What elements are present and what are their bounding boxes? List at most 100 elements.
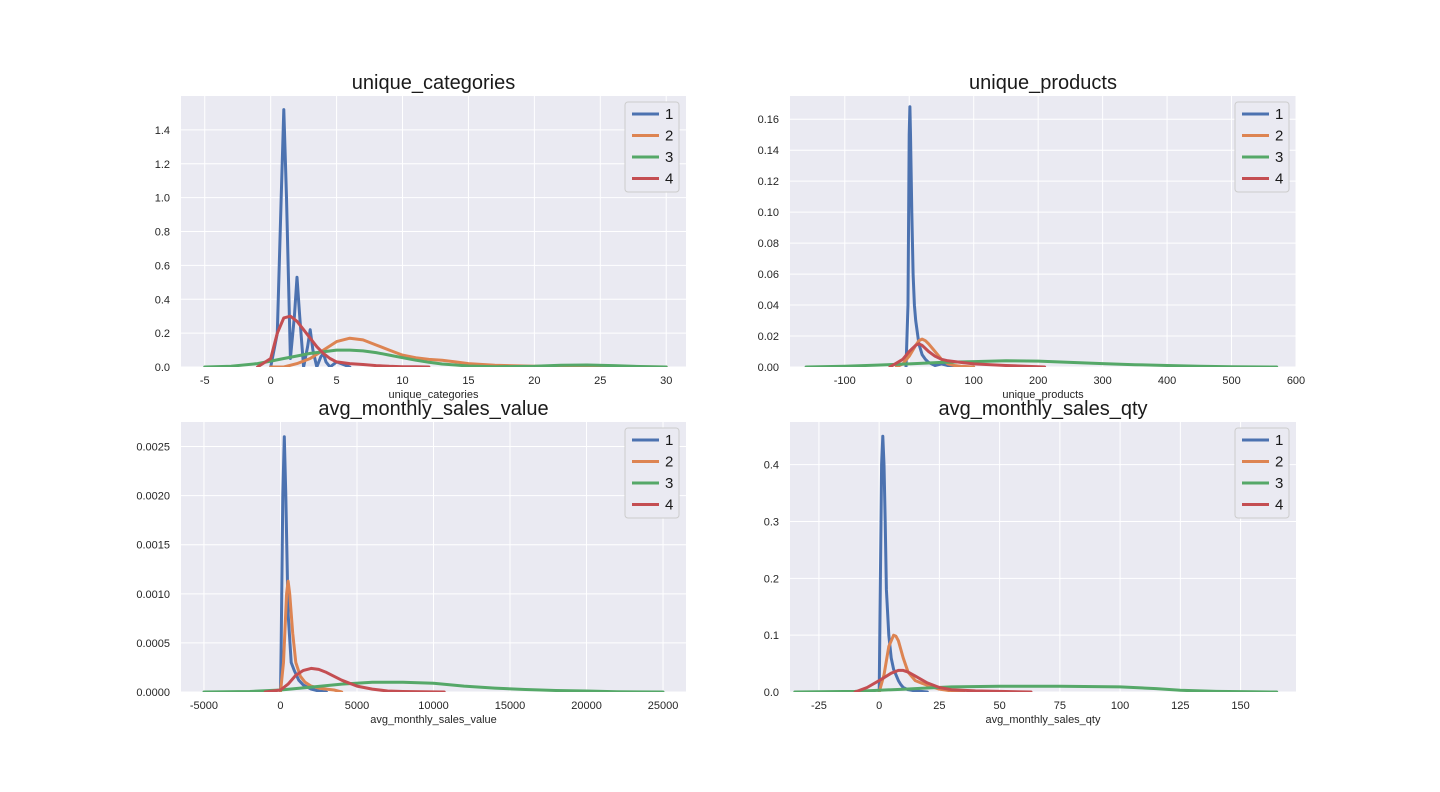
y-tick-label: 0.0020	[136, 491, 170, 503]
legend-label-4: 4	[665, 171, 673, 188]
x-tick-label: 150	[1231, 700, 1249, 712]
x-tick-label: 20	[528, 375, 540, 387]
subplot-unique-products: -100 0 100 200 300 400 500 600 0.00 0.02 0.04 0.06 0…	[758, 72, 1306, 401]
x-tick-label: 50	[994, 700, 1006, 712]
legend-label-3: 3	[1275, 149, 1283, 166]
series-line-3	[793, 684, 1279, 692]
series-line-1	[904, 105, 960, 367]
x-tick-label: 15000	[495, 700, 526, 712]
y-tick-label: 0.2	[764, 573, 779, 585]
x-tick-label: 5	[334, 375, 340, 387]
y-tick-label: 1.0	[155, 193, 170, 205]
x-tick-label: 0	[906, 375, 912, 387]
y-tick-label: 0.4	[155, 294, 170, 306]
y-tick-label: 0.0000	[136, 687, 170, 699]
series-line-3	[804, 359, 1279, 367]
series-line-2	[279, 579, 344, 692]
y-tick-label: 0.00	[758, 362, 779, 374]
subplot-avg-monthly-sales-value: -5000 0 5000 10000 15000 20000 25000 0.0000 0.00…	[136, 398, 686, 726]
legend-label-2: 2	[1275, 128, 1283, 145]
x-axis-label: avg_monthly_sales_qty	[986, 714, 1101, 726]
x-tick-label: 600	[1287, 375, 1305, 387]
y-tick-label: 0.0010	[136, 589, 170, 601]
legend: 1 2 3 4	[624, 101, 680, 193]
legend: 1 2 3 4	[624, 427, 680, 519]
subplot-title: unique_categories	[352, 72, 515, 94]
x-tick-label: 10000	[418, 700, 449, 712]
x-tick-label: 10	[396, 375, 408, 387]
legend-label-3: 3	[665, 149, 673, 166]
legend-frame	[624, 427, 680, 519]
plot-area	[790, 96, 1296, 367]
subplot-title: unique_products	[969, 72, 1117, 94]
y-tick-label: 0.10	[758, 207, 779, 219]
series-line-2	[894, 337, 976, 367]
x-tick-label: 20000	[571, 700, 602, 712]
x-tick-label: -5	[200, 375, 210, 387]
x-tick-label: -100	[834, 375, 856, 387]
y-tick-label: 0.14	[758, 145, 779, 157]
series-line-1	[279, 435, 328, 692]
x-tick-label: 125	[1171, 700, 1189, 712]
y-tick-label: 0.1	[764, 630, 779, 642]
legend-label-3: 3	[665, 475, 673, 492]
x-tick-label: 25	[933, 700, 945, 712]
series-line-4	[256, 314, 431, 367]
y-tick-label: 0.8	[155, 227, 170, 239]
x-tick-label: 400	[1158, 375, 1176, 387]
legend-label-4: 4	[1275, 171, 1283, 188]
x-axis-label: unique_categories	[389, 389, 479, 401]
series-line-2	[269, 336, 668, 367]
y-tick-label: 0.02	[758, 331, 779, 343]
y-tick-label: 0.04	[758, 300, 779, 312]
x-tick-label: 30	[660, 375, 672, 387]
legend-label-2: 2	[1275, 454, 1283, 471]
series-line-3	[202, 680, 665, 692]
x-axis-label: avg_monthly_sales_value	[370, 714, 497, 726]
legend-label-1: 1	[1275, 106, 1283, 123]
plot-area	[790, 422, 1296, 692]
x-tick-label: 100	[1111, 700, 1129, 712]
y-tick-label: 0.0005	[136, 638, 170, 650]
y-tick-label: 0.08	[758, 238, 779, 250]
legend-label-1: 1	[1275, 432, 1283, 449]
y-tick-label: 0.6	[155, 260, 170, 272]
x-tick-label: 75	[1054, 700, 1066, 712]
y-tick-label: 0.0	[155, 362, 170, 374]
subplot-unique-categories: -5 0 5 10 15 20 25 30 0.0 0.2 0.4 0.6 0.8 1.0 1.2 1.4 un…	[155, 72, 686, 401]
legend-label-2: 2	[665, 128, 673, 145]
x-tick-label: 100	[965, 375, 983, 387]
x-axis-label: unique_products	[1002, 389, 1084, 401]
legend: 1 2 3 4	[1234, 427, 1290, 519]
legend: 1 2 3 4	[1234, 101, 1290, 193]
subplot-title: avg_monthly_sales_qty	[938, 398, 1147, 420]
y-tick-label: 0.06	[758, 269, 779, 281]
y-tick-label: 0.0025	[136, 442, 170, 454]
x-tick-label: 0	[277, 700, 283, 712]
y-tick-label: 1.4	[155, 125, 170, 137]
legend-frame	[624, 101, 680, 193]
x-tick-label: 25	[594, 375, 606, 387]
series-line-4	[853, 668, 1033, 692]
x-tick-label: 15	[462, 375, 474, 387]
x-tick-label: 25000	[648, 700, 679, 712]
subplot-title: avg_monthly_sales_value	[318, 398, 548, 420]
y-tick-label: 0.4	[764, 460, 779, 472]
x-tick-label: 500	[1222, 375, 1240, 387]
x-tick-label: 0	[268, 375, 274, 387]
legend-label-4: 4	[665, 497, 673, 514]
legend-label-4: 4	[1275, 497, 1283, 514]
y-tick-label: 0.3	[764, 516, 779, 528]
subplot-avg-monthly-sales-qty: -25 0 25 50 75 100 125 150 0.0 0.1 0.2 0.3 0.4 avg_mo…	[764, 398, 1296, 726]
legend-frame	[1234, 101, 1290, 193]
legend-label-1: 1	[665, 106, 673, 123]
y-tick-label: 0.12	[758, 176, 779, 188]
legend-label-3: 3	[1275, 475, 1283, 492]
x-tick-label: -5000	[190, 700, 218, 712]
series-line-4	[888, 342, 1047, 367]
y-tick-label: 1.2	[155, 159, 170, 171]
legend-label-2: 2	[665, 454, 673, 471]
x-tick-label: 5000	[345, 700, 369, 712]
x-tick-label: 300	[1093, 375, 1111, 387]
